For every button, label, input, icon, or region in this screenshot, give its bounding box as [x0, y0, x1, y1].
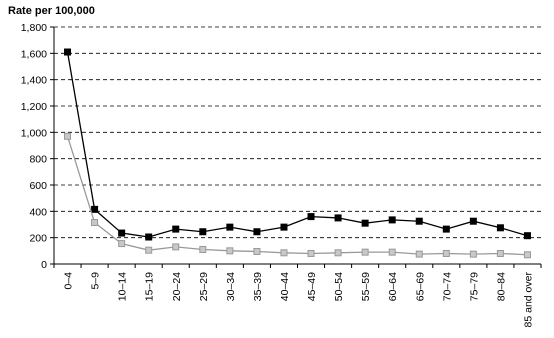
series-1-point: [442, 225, 450, 233]
series-2-point: [280, 249, 288, 257]
x-tick-labels: 0–4 5–9 10–14 15–19 20–24 25–29 30–34 35–39 40–4…: [63, 272, 535, 328]
x-tick-label: 85 and over: [522, 272, 534, 328]
series-2-point: [469, 250, 477, 258]
series-2-point: [172, 243, 180, 251]
series-2-point: [415, 250, 423, 258]
series-2-point: [496, 249, 504, 257]
series-2-point: [253, 247, 261, 255]
x-tick-label: 40–44: [279, 272, 291, 301]
series-1-point: [280, 223, 288, 231]
y-tick-label: 1,000: [21, 127, 47, 139]
series-2-point: [226, 247, 234, 255]
series-lines: [64, 48, 531, 259]
series-2-point: [307, 249, 315, 257]
series-2-point: [442, 249, 450, 257]
series-1-point: [523, 232, 531, 240]
y-tick-label: 1,200: [21, 101, 47, 113]
x-tick-label: 50–54: [333, 272, 345, 301]
series-2-point: [199, 246, 207, 254]
series-1-point: [469, 217, 477, 225]
series-1-point: [334, 214, 342, 222]
y-tick-label: 0: [41, 259, 47, 271]
series-1-point: [253, 228, 261, 236]
y-tick-label: 1,600: [21, 48, 47, 60]
x-tick-label: 10–14: [117, 272, 129, 301]
x-tick-label: 75–79: [468, 272, 480, 301]
series-1-point: [145, 233, 153, 241]
y-tick-label: 200: [29, 233, 47, 245]
x-tick-label: 15–19: [144, 272, 156, 301]
series-1-point: [226, 223, 234, 231]
gridlines: [54, 26, 541, 239]
x-tick-label: 70–74: [441, 272, 453, 301]
series-1-point: [118, 229, 126, 237]
x-tick-label: 80–84: [495, 272, 507, 301]
series-1-point: [361, 219, 369, 227]
series-1-point: [307, 213, 315, 221]
x-tick-label: 20–24: [171, 272, 183, 301]
chart-title: Rate per 100,000: [8, 5, 95, 17]
x-tick-label: 0–4: [63, 272, 75, 290]
y-tick-label: 1,800: [21, 22, 47, 34]
series-1-point: [172, 225, 180, 233]
x-tick-label: 45–49: [306, 272, 318, 301]
series-line-2: [66, 136, 528, 256]
series-2-point: [361, 248, 369, 256]
y-tick-label: 400: [29, 206, 47, 218]
y-tick-label: 800: [29, 154, 47, 166]
series-1-point: [388, 216, 396, 224]
series-2-point: [118, 240, 126, 248]
series-1-point: [415, 217, 423, 225]
x-tick-label: 60–64: [387, 272, 399, 301]
series-2-point: [334, 249, 342, 257]
x-tick-label: 25–29: [198, 272, 210, 301]
series-2-point: [388, 248, 396, 256]
series-1-point: [91, 205, 99, 213]
y-tick-label: 1,400: [21, 75, 47, 87]
x-tick-label: 65–69: [414, 272, 426, 301]
x-tick-label: 30–34: [225, 272, 237, 301]
y-tick-labels: 0 200 400 600 800 1,000 1,200 1,400 1,600 1,800: [21, 22, 47, 271]
series-1-point: [199, 228, 207, 236]
series-line-1: [66, 51, 528, 238]
series-1-point: [496, 224, 504, 232]
series-2-point: [91, 219, 99, 227]
axes: [50, 26, 542, 268]
y-tick-label: 600: [29, 180, 47, 192]
x-tick-label: 35–39: [252, 272, 264, 301]
x-tick-label: 5–9: [90, 272, 102, 290]
series-2-point: [523, 251, 531, 259]
series-2-point: [145, 246, 153, 254]
series-2-point: [64, 132, 72, 140]
series-1-point: [64, 48, 72, 56]
x-tick-label: 55–59: [360, 272, 372, 301]
